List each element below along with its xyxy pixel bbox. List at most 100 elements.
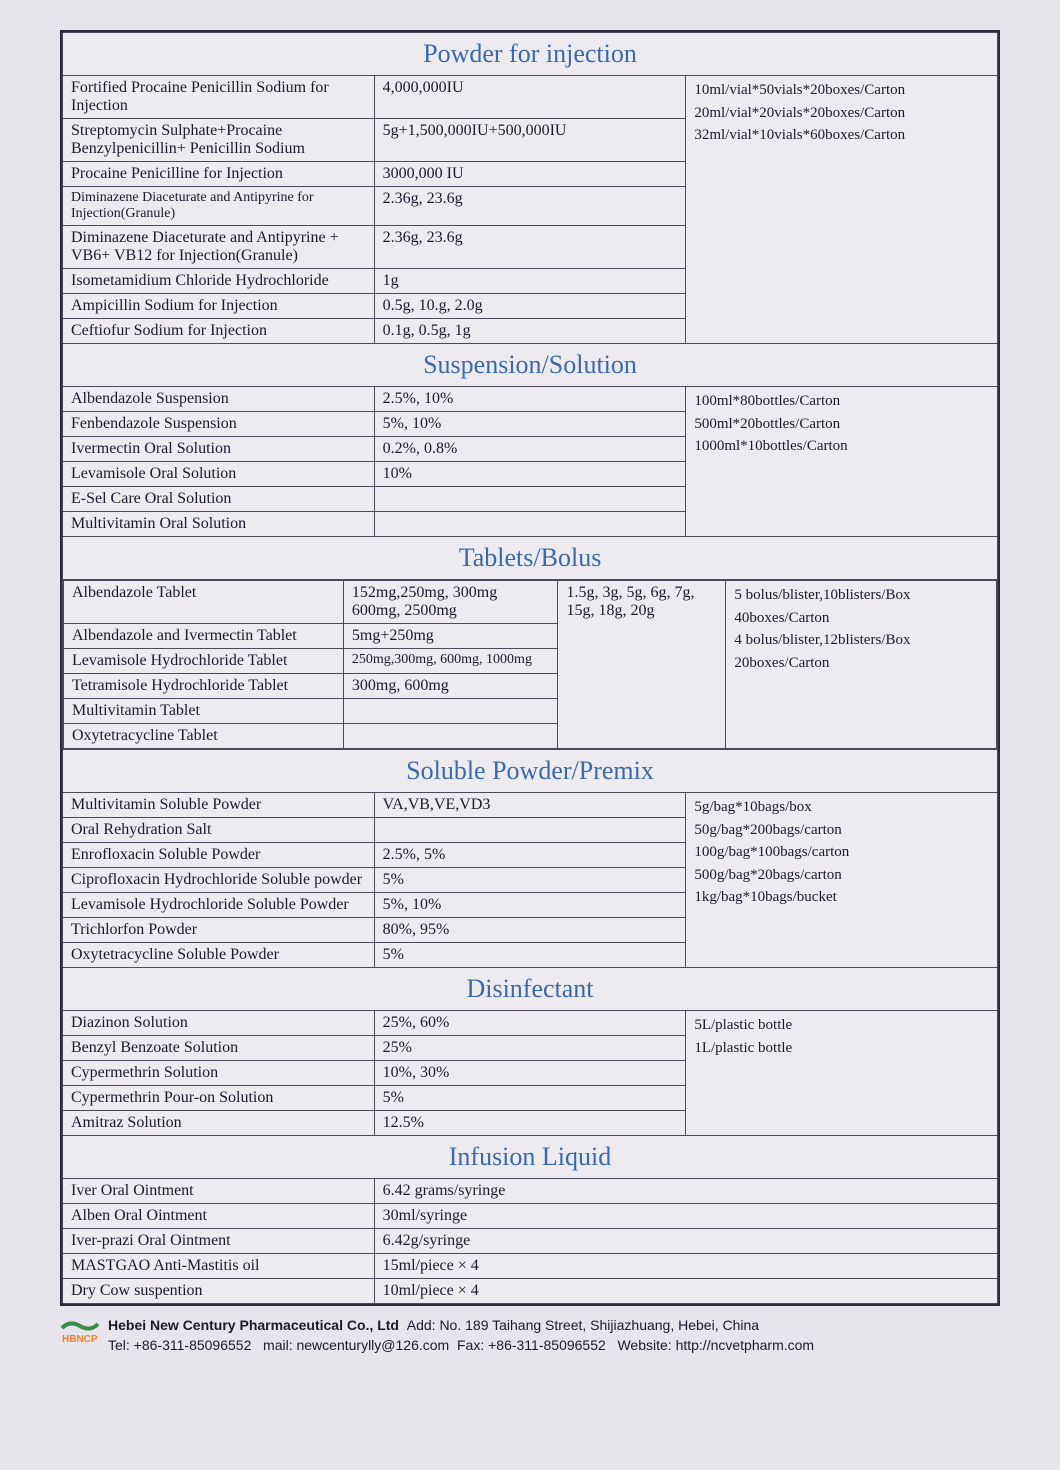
product-name: Cypermethrin Pour-on Solution — [63, 1086, 375, 1111]
catalog-table: Powder for injection Fortified Procaine … — [62, 32, 998, 1304]
company-logo-icon: HBNCP — [60, 1316, 100, 1344]
svg-text:HBNCP: HBNCP — [62, 1334, 98, 1344]
product-spec: 3000,000 IU — [374, 162, 686, 187]
product-spec: 80%, 95% — [374, 918, 686, 943]
product-name: Benzyl Benzoate Solution — [63, 1036, 375, 1061]
company-website: Website: http://ncvetpharm.com — [617, 1337, 814, 1353]
product-spec — [343, 724, 558, 749]
footer-text: Hebei New Century Pharmaceutical Co., Lt… — [108, 1316, 1000, 1355]
table-row: Iver Oral Ointment6.42 grams/syringe — [63, 1179, 998, 1204]
product-spec: 5% — [374, 1086, 686, 1111]
company-address: Add: No. 189 Taihang Street, Shijiazhuan… — [407, 1317, 759, 1333]
product-name: Iver Oral Ointment — [63, 1179, 375, 1204]
table-row: MASTGAO Anti-Mastitis oil15ml/piece × 4 — [63, 1254, 998, 1279]
product-name: Alben Oral Ointment — [63, 1204, 375, 1229]
product-name: Enrofloxacin Soluble Powder — [63, 843, 375, 868]
product-name: Diminazene Diaceturate and Antipyrine + … — [63, 226, 375, 269]
section-header-tablets: Tablets/Bolus — [63, 537, 998, 580]
product-name: Albendazole and Ivermectin Tablet — [64, 624, 344, 649]
product-spec: 15ml/piece × 4 — [374, 1254, 997, 1279]
product-spec: 6.42 grams/syringe — [374, 1179, 997, 1204]
product-name: Multivitamin Tablet — [64, 699, 344, 724]
product-name: Albendazole Tablet — [64, 581, 344, 624]
product-spec: 25% — [374, 1036, 686, 1061]
table-row: Albendazole Tablet152mg,250mg, 300mg 600… — [63, 580, 998, 750]
packaging-cell: 100ml*80bottles/Carton500ml*20bottles/Ca… — [686, 387, 998, 537]
section-header-disinfectant: Disinfectant — [63, 968, 998, 1011]
product-spec: 10% — [374, 462, 686, 487]
product-spec: 12.5% — [374, 1111, 686, 1136]
product-name: Ampicillin Sodium for Injection — [63, 294, 375, 319]
product-spec: 250mg,300mg, 600mg, 1000mg — [343, 649, 558, 674]
table-row: Fortified Procaine Penicillin Sodium for… — [63, 76, 998, 119]
product-name: Procaine Penicilline for Injection — [63, 162, 375, 187]
table-row: Iver-prazi Oral Ointment6.42g/syringe — [63, 1229, 998, 1254]
section-header-suspension: Suspension/Solution — [63, 344, 998, 387]
product-spec: 6.42g/syringe — [374, 1229, 997, 1254]
company-fax: Fax: +86-311-85096552 — [457, 1337, 606, 1353]
product-spec — [374, 512, 686, 537]
table-row: Diazinon Solution25%, 60%5L/plastic bott… — [63, 1011, 998, 1036]
product-name: Albendazole Suspension — [63, 387, 375, 412]
product-name: Amitraz Solution — [63, 1111, 375, 1136]
product-name: Levamisole Hydrochloride Soluble Powder — [63, 893, 375, 918]
product-name: Levamisole Oral Solution — [63, 462, 375, 487]
product-name: Oxytetracycline Tablet — [64, 724, 344, 749]
product-spec: 5% — [374, 868, 686, 893]
product-name: Streptomycin Sulphate+Procaine Benzylpen… — [63, 119, 375, 162]
table-row: Alben Oral Ointment30ml/syringe — [63, 1204, 998, 1229]
product-spec: 30ml/syringe — [374, 1204, 997, 1229]
product-spec: 0.1g, 0.5g, 1g — [374, 319, 686, 344]
product-name: Diazinon Solution — [63, 1011, 375, 1036]
packaging-cell: 5 bolus/blister,10blisters/Box40boxes/Ca… — [726, 581, 997, 749]
product-spec: 1g — [374, 269, 686, 294]
product-name: Oxytetracycline Soluble Powder — [63, 943, 375, 968]
product-name: Iver-prazi Oral Ointment — [63, 1229, 375, 1254]
section-header-soluble: Soluble Powder/Premix — [63, 750, 998, 793]
table-row: Multivitamin Soluble PowderVA,VB,VE,VD35… — [63, 793, 998, 818]
product-spec: 0.5g, 10.g, 2.0g — [374, 294, 686, 319]
product-spec: 5%, 10% — [374, 412, 686, 437]
product-name: Multivitamin Soluble Powder — [63, 793, 375, 818]
product-name: E-Sel Care Oral Solution — [63, 487, 375, 512]
product-spec: 25%, 60% — [374, 1011, 686, 1036]
product-spec — [374, 818, 686, 843]
product-name: Fortified Procaine Penicillin Sodium for… — [63, 76, 375, 119]
product-spec: 152mg,250mg, 300mg 600mg, 2500mg — [343, 581, 558, 624]
product-spec: 10%, 30% — [374, 1061, 686, 1086]
product-spec: VA,VB,VE,VD3 — [374, 793, 686, 818]
product-spec: 5mg+250mg — [343, 624, 558, 649]
product-name: Diminazene Diaceturate and Antipyrine fo… — [63, 187, 375, 226]
product-name: Trichlorfon Powder — [63, 918, 375, 943]
product-spec: 2.5%, 5% — [374, 843, 686, 868]
product-name: Cypermethrin Solution — [63, 1061, 375, 1086]
extra-spec: 1.5g, 3g, 5g, 6g, 7g, 15g, 18g, 20g — [558, 581, 726, 749]
product-spec: 5% — [374, 943, 686, 968]
product-name: Multivitamin Oral Solution — [63, 512, 375, 537]
company-tel: Tel: +86-311-85096552 — [108, 1337, 251, 1353]
product-name: Ciprofloxacin Hydrochloride Soluble powd… — [63, 868, 375, 893]
product-spec: 300mg, 600mg — [343, 674, 558, 699]
product-name: Ivermectin Oral Solution — [63, 437, 375, 462]
product-spec: 5%, 10% — [374, 893, 686, 918]
packaging-cell: 10ml/vial*50vials*20boxes/Carton20ml/via… — [686, 76, 998, 344]
product-spec: 2.5%, 10% — [374, 387, 686, 412]
section-header-infusion: Infusion Liquid — [63, 1136, 998, 1179]
product-name: Isometamidium Chloride Hydrochloride — [63, 269, 375, 294]
section-header-powder: Powder for injection — [63, 33, 998, 76]
product-spec: 4,000,000IU — [374, 76, 686, 119]
company-name: Hebei New Century Pharmaceutical Co., Lt… — [108, 1317, 399, 1333]
product-spec — [343, 699, 558, 724]
product-name: Tetramisole Hydrochloride Tablet — [64, 674, 344, 699]
packaging-cell: 5g/bag*10bags/box50g/bag*200bags/carton1… — [686, 793, 998, 968]
table-row: Albendazole Tablet152mg,250mg, 300mg 600… — [64, 581, 997, 624]
product-spec — [374, 487, 686, 512]
product-name: Levamisole Hydrochloride Tablet — [64, 649, 344, 674]
product-spec: 2.36g, 23.6g — [374, 187, 686, 226]
product-spec: 0.2%, 0.8% — [374, 437, 686, 462]
footer: HBNCP Hebei New Century Pharmaceutical C… — [60, 1316, 1000, 1355]
product-name: MASTGAO Anti-Mastitis oil — [63, 1254, 375, 1279]
product-spec: 2.36g, 23.6g — [374, 226, 686, 269]
product-spec: 5g+1,500,000IU+500,000IU — [374, 119, 686, 162]
product-name: Oral Rehydration Salt — [63, 818, 375, 843]
